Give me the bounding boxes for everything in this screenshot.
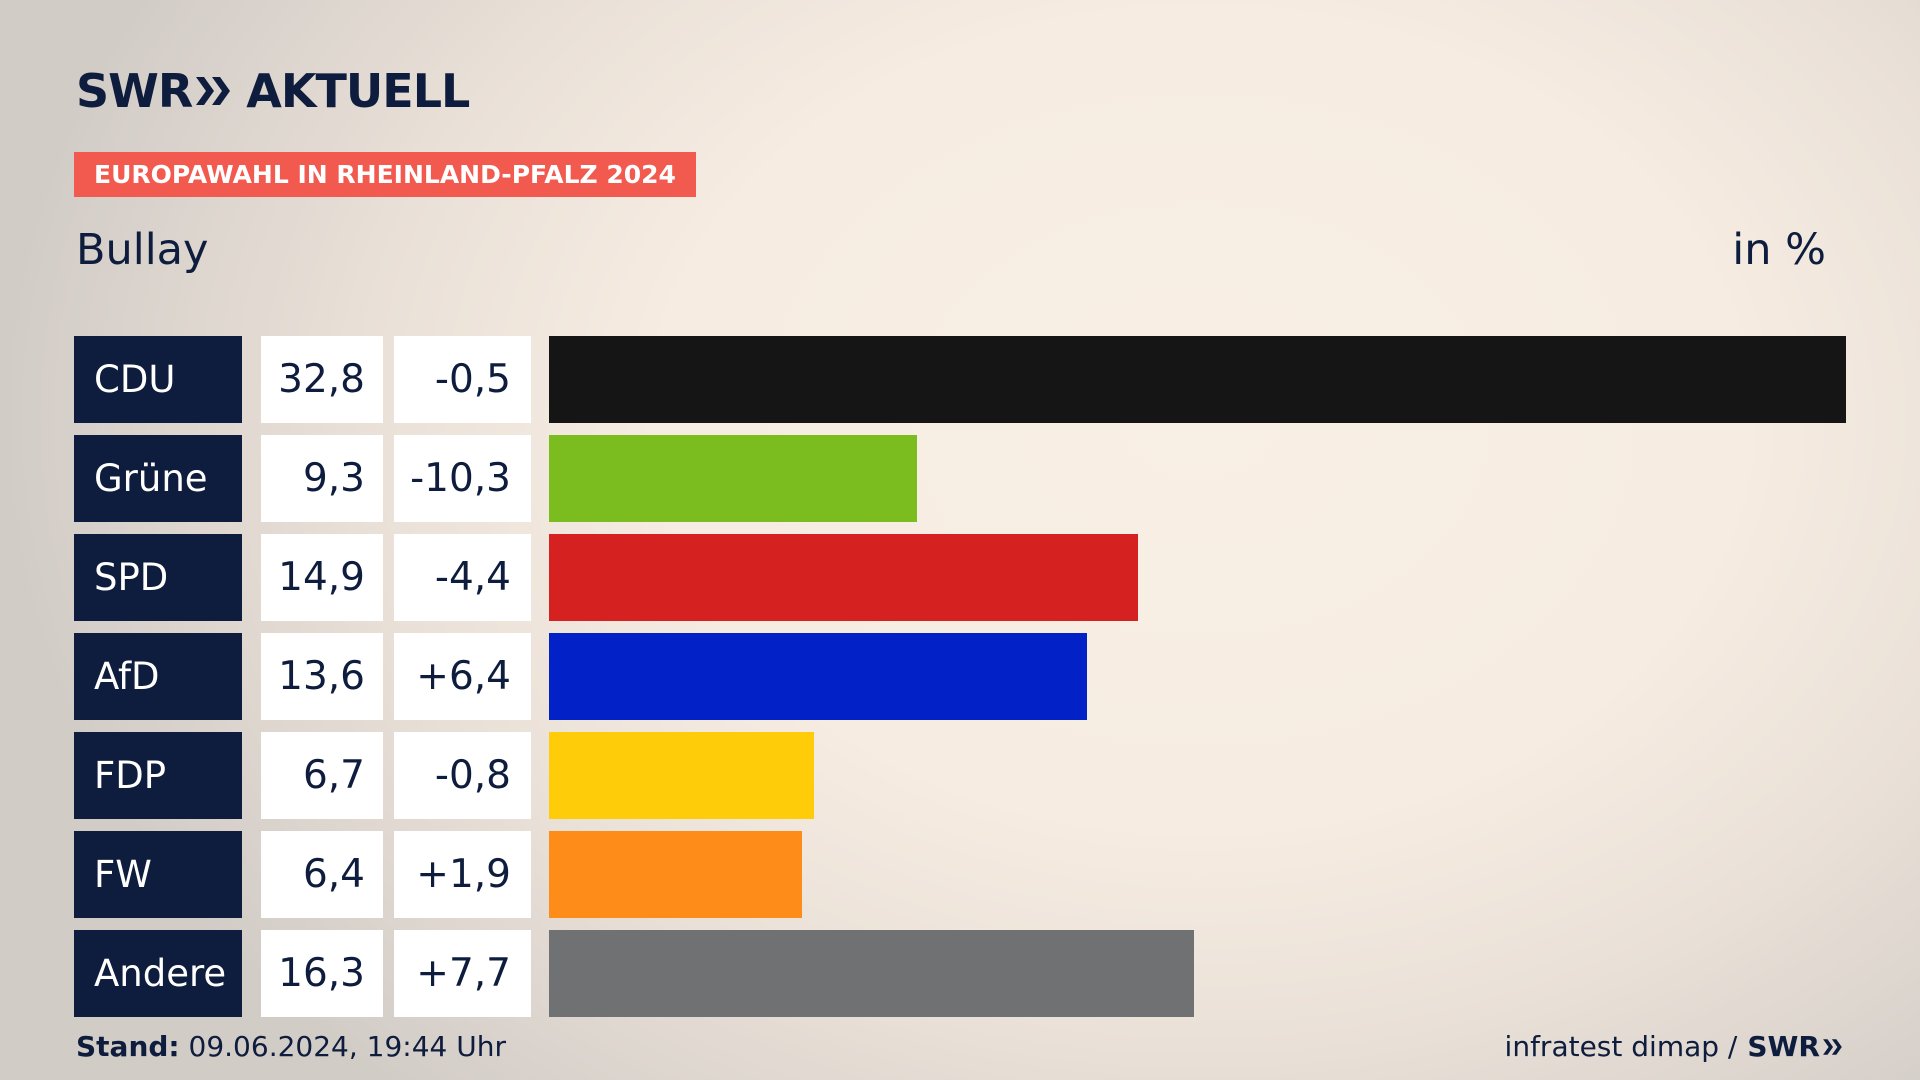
result-bar [549,435,917,522]
vote-share-change: +7,7 [394,930,531,1017]
logo-prefix: SWR [76,64,193,118]
result-row: SPD 14,9 -4,4 [74,534,1846,621]
vote-share-change: +1,9 [394,831,531,918]
result-row: Grüne 9,3 -10,3 [74,435,1846,522]
vote-share-change: -0,5 [394,336,531,423]
result-bar [549,831,802,918]
location-title: Bullay [76,225,209,275]
vote-share-value: 9,3 [261,435,383,522]
vote-share-change: +6,4 [394,633,531,720]
election-badge: EUROPAWAHL IN RHEINLAND-PFALZ 2024 [74,152,696,197]
result-bar [549,534,1138,621]
result-row: FDP 6,7 -0,8 [74,732,1846,819]
timestamp: Stand: 09.06.2024, 19:44 Uhr [76,1028,506,1066]
double-chevron-icon [196,77,231,105]
small-logo-text: SWR [1747,1030,1820,1063]
party-label: CDU [74,336,242,423]
source-text: infratest dimap / [1504,1030,1738,1063]
unit-label: in % [1732,225,1826,275]
vote-share-change: -4,4 [394,534,531,621]
vote-share-change: -0,8 [394,732,531,819]
vote-share-value: 32,8 [261,336,383,423]
swr-small-logo: SWR [1747,1028,1844,1066]
result-bar [549,633,1087,720]
party-label: SPD [74,534,242,621]
party-label: FDP [74,732,242,819]
source-credit: infratest dimap / SWR [1505,1028,1844,1066]
result-row: Andere 16,3 +7,7 [74,930,1846,1017]
vote-share-value: 6,7 [261,732,383,819]
result-bar [549,732,814,819]
logo-suffix: AKTUELL [246,64,470,118]
double-chevron-icon [1823,1039,1842,1055]
result-row: AfD 13,6 +6,4 [74,633,1846,720]
vote-share-value: 14,9 [261,534,383,621]
result-row: FW 6,4 +1,9 [74,831,1846,918]
party-label: Andere [74,930,242,1017]
result-row: CDU 32,8 -0,5 [74,336,1846,423]
vote-share-value: 6,4 [261,831,383,918]
vote-share-value: 13,6 [261,633,383,720]
swr-aktuell-logo: SWR AKTUELL [76,64,470,118]
party-label: FW [74,831,242,918]
stand-value: 09.06.2024, 19:44 Uhr [188,1030,506,1063]
party-label: Grüne [74,435,242,522]
vote-share-change: -10,3 [394,435,531,522]
vote-share-value: 16,3 [261,930,383,1017]
result-bar [549,336,1846,423]
stand-label: Stand: [76,1030,180,1063]
result-bar [549,930,1194,1017]
party-label: AfD [74,633,242,720]
